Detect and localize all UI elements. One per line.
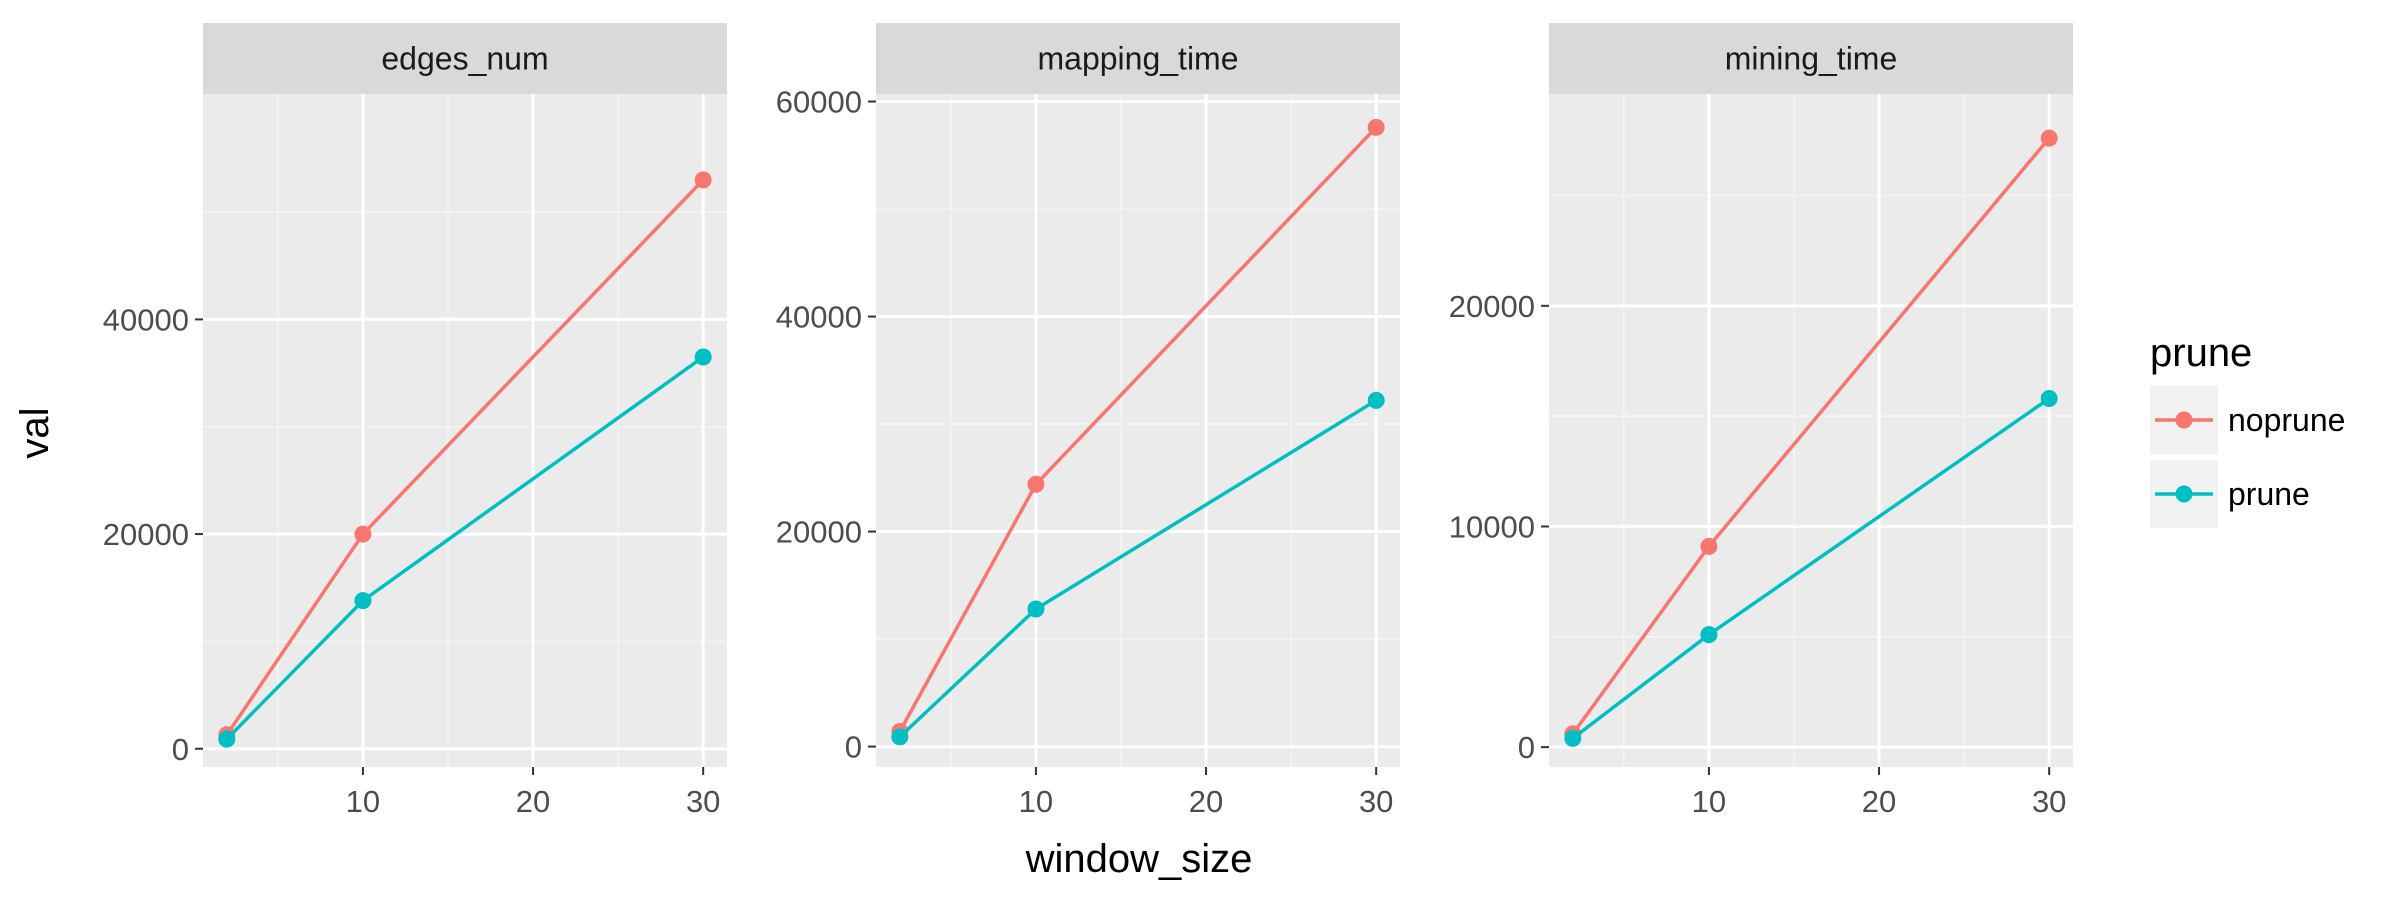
x-tick-label: 10	[1692, 784, 1726, 819]
panel-mapping-time: mapping_time 0 20000 40000 60000 10 20 30	[776, 23, 1400, 819]
panel-edges-num: edges_num 0 20000 40000 10 20 30	[103, 23, 727, 819]
legend-label: prune	[2228, 476, 2310, 512]
data-point-noprune	[354, 525, 372, 543]
panel-background	[876, 94, 1400, 767]
facet-strip	[203, 23, 727, 94]
legend-entries: noprune prune	[2150, 386, 2345, 528]
y-tick-label: 20000	[776, 515, 862, 550]
y-tick-label: 40000	[103, 302, 189, 337]
x-tick-label: 30	[686, 784, 720, 819]
data-point-prune	[2040, 390, 2058, 408]
y-tick-label: 60000	[776, 85, 862, 120]
data-point-noprune	[1027, 475, 1045, 493]
facet-strip	[1549, 23, 2073, 94]
x-tick-label: 30	[2032, 784, 2066, 819]
data-point-prune	[1700, 626, 1718, 644]
y-tick-label: 10000	[1449, 509, 1535, 544]
legend-title: prune	[2150, 331, 2252, 375]
legend-key-point	[2175, 411, 2193, 429]
y-tick-label: 0	[172, 732, 189, 767]
data-point-noprune	[2040, 129, 2058, 147]
x-tick-label: 20	[516, 784, 550, 819]
y-tick-label: 0	[1518, 730, 1535, 765]
legend-label: noprune	[2228, 402, 2345, 438]
data-point-prune	[218, 730, 236, 748]
data-point-noprune	[1367, 118, 1385, 136]
x-axis-title: window_size	[1025, 837, 1253, 881]
y-tick-label: 0	[845, 730, 862, 765]
panel-background	[1549, 94, 2073, 767]
legend-entry-noprune: noprune	[2150, 386, 2345, 454]
x-tick-label: 10	[1019, 784, 1053, 819]
legend-key-point	[2175, 485, 2193, 503]
y-tick-label: 20000	[1449, 289, 1535, 324]
data-point-prune	[694, 348, 712, 366]
panel-background	[203, 94, 727, 767]
x-tick-label: 10	[346, 784, 380, 819]
legend: prune noprune prune	[2150, 331, 2345, 528]
y-axis-title: val	[13, 407, 57, 458]
data-point-prune	[1027, 600, 1045, 618]
y-tick-label: 40000	[776, 300, 862, 335]
facet-strip-label: mining_time	[1725, 41, 1898, 77]
data-point-prune	[891, 728, 909, 746]
x-tick-label: 20	[1862, 784, 1896, 819]
data-point-noprune	[1700, 537, 1718, 555]
panels-layer: edges_num 0 20000 40000 10 20 30 mapping_time 0 2…	[103, 23, 2073, 819]
facet-strip-label: edges_num	[381, 41, 548, 77]
y-tick-label: 20000	[103, 517, 189, 552]
data-point-noprune	[694, 171, 712, 189]
x-tick-label: 30	[1359, 784, 1393, 819]
x-tick-label: 20	[1189, 784, 1223, 819]
legend-entry-prune: prune	[2150, 460, 2310, 528]
data-point-prune	[1564, 729, 1582, 747]
panel-mining-time: mining_time 0 10000 20000 10 20 30	[1449, 23, 2073, 819]
facet-strip-label: mapping_time	[1038, 41, 1239, 77]
facet-strip	[876, 23, 1400, 94]
data-point-prune	[1367, 391, 1385, 409]
data-point-prune	[354, 592, 372, 610]
